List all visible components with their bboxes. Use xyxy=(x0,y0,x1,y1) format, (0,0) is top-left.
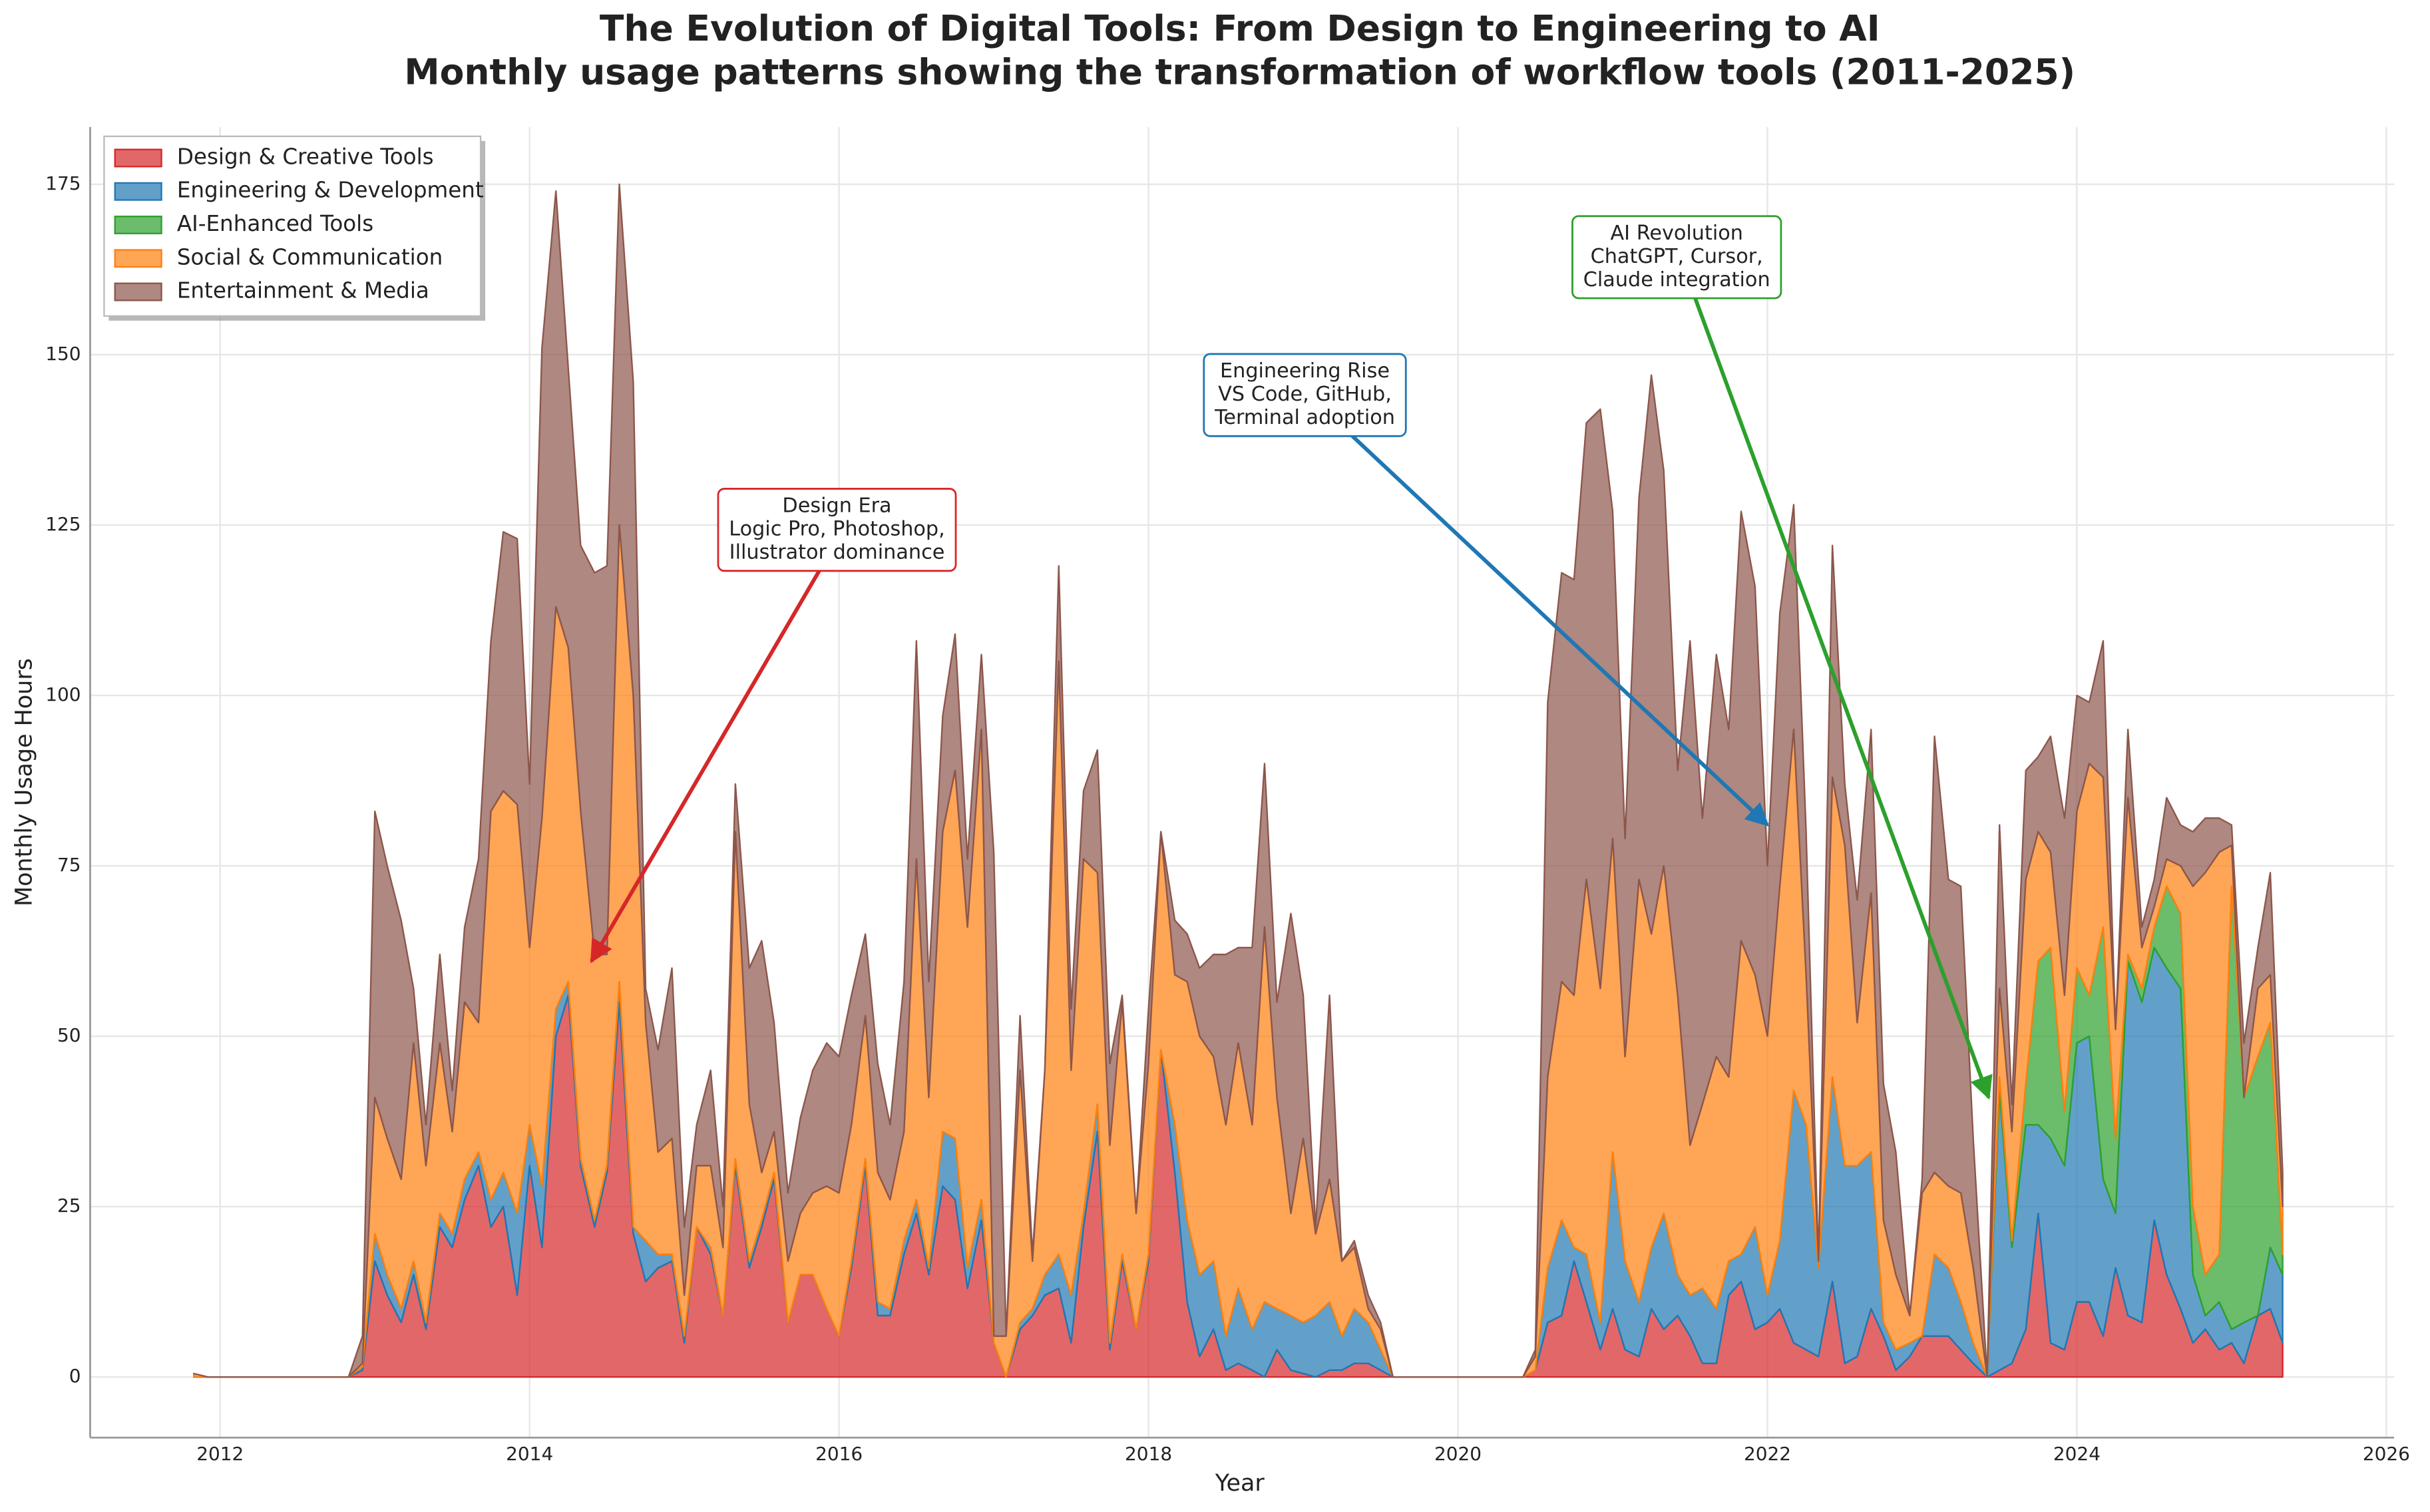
annotation-text: Illustrator dominance xyxy=(729,541,945,564)
legend-label: Engineering & Development xyxy=(177,178,484,203)
x-tick-label: 2016 xyxy=(815,1443,863,1465)
legend-swatch xyxy=(114,249,162,268)
x-tick-label: 2022 xyxy=(1744,1443,1791,1465)
x-tick-label: 2012 xyxy=(196,1443,244,1465)
annotation-box xyxy=(717,488,957,572)
legend-label: AI-Enhanced Tools xyxy=(177,211,373,236)
annotation-text: Engineering Rise xyxy=(1220,359,1390,383)
y-tick-label: 125 xyxy=(45,513,81,535)
legend-swatch xyxy=(114,282,162,301)
legend-label: Design & Creative Tools xyxy=(177,144,434,169)
x-tick-label: 2014 xyxy=(506,1443,553,1465)
y-tick-label: 0 xyxy=(69,1365,81,1387)
x-tick-label: 2020 xyxy=(1434,1443,1482,1465)
x-tick-label: 2024 xyxy=(2053,1443,2101,1465)
x-axis-label: Year xyxy=(1215,1470,1265,1497)
y-tick-label: 150 xyxy=(45,343,81,365)
x-tick-label: 2026 xyxy=(2363,1443,2410,1465)
annotation-text: ChatGPT, Cursor, xyxy=(1591,245,1763,268)
area xyxy=(193,183,2284,1378)
annotation-arrow xyxy=(590,566,823,964)
legend-swatch xyxy=(114,148,162,168)
chart-title: The Evolution of Digital Tools: From Des… xyxy=(600,7,1880,49)
annotation-text: AI Revolution xyxy=(1610,222,1742,245)
legend-swatch xyxy=(114,216,162,234)
annotation-arrow xyxy=(1346,431,1770,827)
chart-subtitle: Monthly usage patterns showing the trans… xyxy=(404,51,2075,93)
annotation-arrow xyxy=(1692,293,1993,1100)
annotation-box xyxy=(1203,353,1407,437)
annotation-text: VS Code, GitHub, xyxy=(1218,383,1392,406)
y-tick-label: 25 xyxy=(57,1195,81,1217)
annotation-text: Design Era xyxy=(782,494,891,518)
legend-box xyxy=(103,135,482,317)
y-tick-label: 50 xyxy=(57,1024,81,1046)
y-axis-label: Monthly Usage Hours xyxy=(11,658,38,906)
y-tick-label: 175 xyxy=(45,172,81,194)
x-tick-label: 2018 xyxy=(1125,1443,1172,1465)
annotation-text: Claude integration xyxy=(1583,268,1770,291)
annotation-text: Logic Pro, Photoshop, xyxy=(729,518,944,541)
annotation-text: Terminal adoption xyxy=(1214,406,1395,429)
annotation-box xyxy=(1571,215,1782,299)
y-tick-label: 75 xyxy=(57,854,81,876)
legend-label: Social & Communication xyxy=(177,244,443,270)
y-tick-label: 100 xyxy=(45,683,81,705)
legend-label: Entertainment & Media xyxy=(177,278,429,303)
legend-swatch xyxy=(114,182,162,201)
